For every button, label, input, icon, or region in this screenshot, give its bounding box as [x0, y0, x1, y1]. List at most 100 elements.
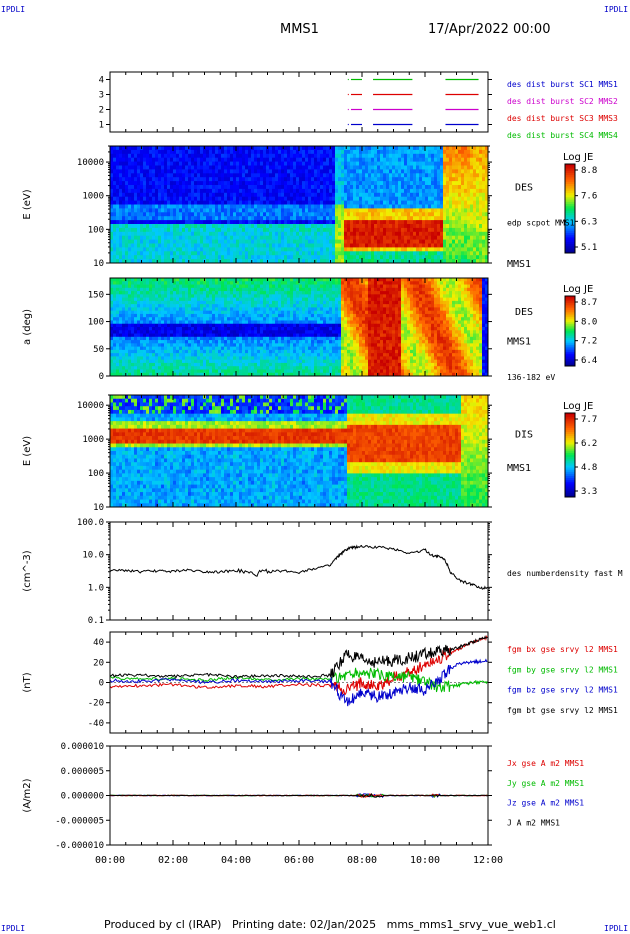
heatmap-cell — [173, 153, 177, 159]
heatmap-cell — [152, 224, 156, 229]
heatmap-cell — [209, 243, 213, 248]
heatmap-cell — [146, 366, 150, 370]
heatmap-cell — [305, 239, 309, 244]
heatmap-cell — [314, 200, 318, 205]
heatmap-cell — [152, 349, 156, 354]
heatmap-cell — [140, 317, 144, 321]
heatmap-cell — [149, 297, 153, 302]
heatmap-cell — [152, 212, 156, 217]
heatmap-cell — [224, 216, 228, 221]
heatmap-cell — [158, 153, 162, 159]
heatmap-cell — [194, 181, 198, 186]
heatmap-cell — [176, 284, 180, 289]
heatmap-cell — [134, 313, 138, 318]
heatmap-cell — [356, 185, 360, 190]
heatmap-cell — [176, 307, 180, 312]
heatmap-cell — [308, 220, 312, 225]
heatmap-cell — [158, 294, 162, 298]
heatmap-cell — [185, 259, 189, 264]
heatmap-cell — [224, 181, 228, 186]
heatmap-cell — [395, 224, 399, 229]
heatmap-cell — [356, 255, 360, 260]
heatmap-cell — [269, 161, 273, 166]
heatmap-cell — [293, 235, 297, 240]
heatmap-cell — [158, 220, 162, 225]
heatmap-cell — [392, 173, 396, 178]
heatmap-cell — [383, 185, 387, 190]
heatmap-cell — [185, 320, 189, 325]
heatmap-cell — [467, 196, 471, 201]
heatmap-cell — [320, 231, 324, 237]
heatmap-cell — [449, 188, 453, 194]
heatmap-cell — [191, 327, 195, 331]
heatmap-cell — [347, 177, 351, 182]
heatmap-cell — [446, 200, 450, 205]
heatmap-cell — [359, 212, 363, 217]
heatmap-cell — [173, 320, 177, 325]
heatmap-cell — [131, 278, 135, 282]
heatmap-cell — [416, 227, 420, 233]
heatmap-cell — [188, 216, 192, 221]
heatmap-cell — [401, 177, 405, 182]
heatmap-cell — [275, 192, 279, 198]
heatmap-cell — [224, 259, 228, 264]
heatmap-cell — [296, 204, 300, 209]
plot-date: 17/Apr/2022 00:00 — [428, 22, 551, 37]
heatmap-cell — [263, 255, 267, 260]
heatmap-cell — [371, 200, 375, 205]
heatmap-cell — [170, 369, 174, 374]
heatmap-cell — [122, 356, 126, 361]
heatmap-cell — [251, 177, 255, 182]
heatmap-cell — [275, 149, 279, 155]
heatmap-cell — [161, 307, 165, 312]
heatmap-cell — [320, 196, 324, 201]
heatmap-cell — [146, 343, 150, 347]
heatmap-cell — [116, 323, 120, 328]
heatmap-cell — [191, 212, 195, 217]
heatmap-cell — [350, 243, 354, 248]
heatmap-cell — [221, 259, 225, 264]
heatmap-cell — [200, 208, 204, 213]
heatmap-cell — [422, 146, 426, 151]
heatmap-cell — [260, 157, 264, 162]
heatmap-cell — [110, 333, 114, 338]
heatmap-cell — [116, 177, 120, 182]
heatmap-cell — [161, 343, 165, 347]
heatmap-cell — [140, 346, 144, 351]
heatmap-cell — [482, 173, 486, 178]
heatmap-cell — [344, 216, 348, 221]
heatmap-cell — [263, 161, 267, 166]
heatmap-cell — [155, 304, 159, 308]
heatmap-cell — [173, 317, 177, 321]
heatmap-cell — [311, 235, 315, 240]
heatmap-cell — [230, 231, 234, 237]
heatmap-cell — [227, 177, 231, 182]
heatmap-cell — [428, 192, 432, 198]
heatmap-cell — [116, 310, 120, 315]
heatmap-cell — [425, 149, 429, 155]
heatmap-cell — [149, 161, 153, 166]
heatmap-cell — [320, 212, 324, 217]
heatmap-cell — [272, 192, 276, 198]
heatmap-cell — [173, 313, 177, 318]
heatmap-cell — [110, 327, 114, 331]
heatmap-cell — [455, 251, 459, 256]
heatmap-cell — [410, 220, 414, 225]
heatmap-cell — [227, 231, 231, 237]
heatmap-cell — [314, 259, 318, 264]
heatmap-cell — [350, 177, 354, 182]
heatmap-cell — [455, 224, 459, 229]
heatmap-cell — [203, 204, 207, 209]
heatmap-cell — [278, 239, 282, 244]
heatmap-cell — [116, 255, 120, 260]
heatmap-cell — [425, 161, 429, 166]
heatmap-cell — [149, 362, 153, 367]
heatmap-cell — [227, 227, 231, 233]
heatmap-cell — [122, 349, 126, 354]
heatmap-cell — [389, 200, 393, 205]
heatmap-cell — [308, 169, 312, 174]
heatmap-cell — [449, 161, 453, 166]
heatmap-cell — [410, 251, 414, 256]
heatmap-cell — [215, 216, 219, 221]
heatmap-cell — [296, 146, 300, 151]
